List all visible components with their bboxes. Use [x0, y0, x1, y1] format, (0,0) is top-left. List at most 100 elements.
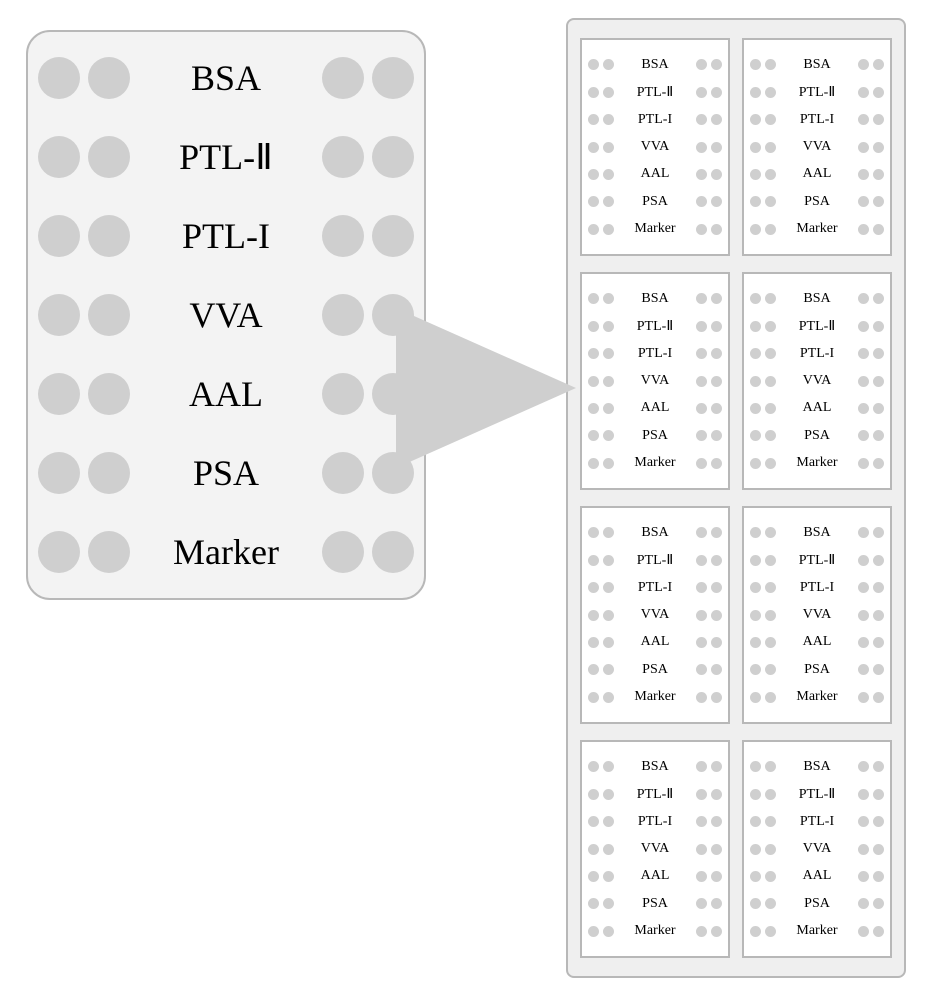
spot-dot: [858, 844, 869, 855]
spot-dot: [88, 215, 130, 257]
spot-dot: [873, 926, 884, 937]
spot-dot: [858, 637, 869, 648]
row-label: AAL: [641, 634, 670, 650]
dot-pair-right: [696, 844, 722, 855]
right-panel: BSAPTL-ⅡPTL-IVVAAALPSAMarkerBSAPTL-ⅡPTL-…: [566, 18, 906, 978]
spot-dot: [322, 57, 364, 99]
spot-dot: [765, 527, 776, 538]
small-row: PTL-Ⅱ: [750, 314, 884, 339]
spot-dot: [603, 224, 614, 235]
row-label: AAL: [641, 166, 670, 182]
small-row: BSA: [750, 52, 884, 77]
row-label: PTL-Ⅱ: [637, 84, 673, 101]
spot-dot: [322, 215, 364, 257]
spot-dot: [696, 142, 707, 153]
dot-pair-right: [696, 376, 722, 387]
dot-pair-right: [858, 348, 884, 359]
spot-dot: [765, 761, 776, 772]
spot-dot: [588, 142, 599, 153]
row-label: PTL-I: [638, 580, 672, 596]
spot-dot: [750, 224, 761, 235]
spot-dot: [711, 224, 722, 235]
spot-dot: [765, 926, 776, 937]
spot-dot: [603, 59, 614, 70]
spot-dot: [711, 142, 722, 153]
spot-dot: [750, 114, 761, 125]
small-row: PTL-I: [588, 341, 722, 366]
dot-pair-left: [588, 692, 614, 703]
spot-dot: [858, 169, 869, 180]
spot-dot: [38, 215, 80, 257]
row-label: BSA: [641, 291, 668, 307]
small-row: PTL-I: [750, 341, 884, 366]
row-label: PTL-Ⅱ: [151, 136, 301, 178]
spot-dot: [711, 293, 722, 304]
dot-pair-left: [750, 196, 776, 207]
small-row: PTL-Ⅱ: [588, 80, 722, 105]
row-label: PTL-Ⅱ: [637, 318, 673, 335]
small-row: PTL-I: [750, 809, 884, 834]
spot-dot: [588, 761, 599, 772]
row-label: VVA: [641, 607, 670, 623]
spot-dot: [711, 527, 722, 538]
large-row: BSA: [38, 46, 414, 110]
large-row: PSA: [38, 441, 414, 505]
spot-dot: [696, 761, 707, 772]
small-row: AAL: [750, 396, 884, 421]
dot-pair-left: [588, 87, 614, 98]
spot-dot: [858, 458, 869, 469]
dot-pair-right: [858, 87, 884, 98]
spot-dot: [603, 403, 614, 414]
spot-dot: [588, 321, 599, 332]
spot-dot: [603, 527, 614, 538]
spot-dot: [696, 293, 707, 304]
dot-pair-right: [858, 871, 884, 882]
spot-dot: [765, 196, 776, 207]
spot-dot: [711, 926, 722, 937]
dot-pair-left: [38, 294, 130, 336]
spot-dot: [873, 293, 884, 304]
spot-dot: [750, 403, 761, 414]
spot-dot: [696, 321, 707, 332]
spot-dot: [858, 403, 869, 414]
dot-pair-right: [696, 169, 722, 180]
spot-dot: [873, 59, 884, 70]
dot-pair-left: [588, 376, 614, 387]
spot-dot: [858, 527, 869, 538]
spot-dot: [603, 844, 614, 855]
spot-dot: [765, 321, 776, 332]
spot-dot: [588, 348, 599, 359]
dot-pair-left: [750, 430, 776, 441]
spot-dot: [858, 692, 869, 703]
dot-pair-right: [858, 761, 884, 772]
row-label: VVA: [803, 373, 832, 389]
dot-pair-right: [858, 844, 884, 855]
spot-dot: [88, 531, 130, 573]
spot-dot: [696, 376, 707, 387]
row-label: PSA: [804, 896, 830, 912]
dot-pair-left: [588, 582, 614, 593]
large-row: PTL-I: [38, 204, 414, 268]
spot-dot: [38, 531, 80, 573]
dot-pair-right: [696, 458, 722, 469]
dot-pair-left: [750, 458, 776, 469]
spot-dot: [873, 169, 884, 180]
spot-dot: [873, 458, 884, 469]
spot-dot: [858, 871, 869, 882]
spot-dot: [603, 348, 614, 359]
dot-pair-right: [696, 789, 722, 800]
row-label: Marker: [796, 923, 837, 939]
spot-dot: [603, 142, 614, 153]
spot-dot: [696, 430, 707, 441]
dot-pair-left: [750, 664, 776, 675]
spot-dot: [696, 816, 707, 827]
dot-pair-left: [750, 376, 776, 387]
dot-pair-right: [858, 321, 884, 332]
small-row: BSA: [588, 520, 722, 545]
spot-dot: [588, 637, 599, 648]
small-row: BSA: [588, 286, 722, 311]
spot-dot: [603, 196, 614, 207]
spot-dot: [765, 844, 776, 855]
spot-dot: [588, 555, 599, 566]
dot-pair-left: [588, 527, 614, 538]
